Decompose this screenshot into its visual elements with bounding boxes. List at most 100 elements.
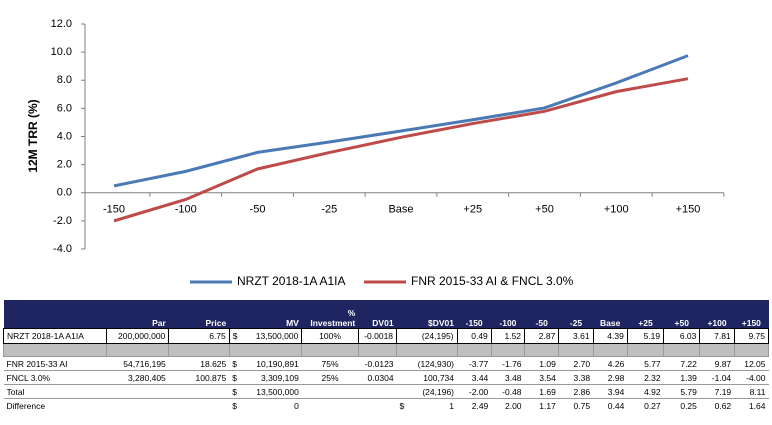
empty-cell — [358, 384, 397, 399]
table-cell: 18.625 — [168, 356, 230, 371]
row-label: NRZT 2018-1A A1IA — [3, 328, 107, 344]
empty-cell — [168, 343, 230, 357]
row-label: FNCL 3.0% — [3, 370, 107, 385]
table-row: Difference $0 $1 2.49 2.00 1.17 0.75 0.44 0.27 0.… — [3, 398, 769, 412]
table-cell: 0.62 — [699, 398, 735, 412]
table-cell: 0.25 — [663, 398, 700, 412]
table-cell: -0.0018 — [357, 328, 398, 344]
legend-label: FNR 2015-33 AI & FNCL 3.0% — [411, 274, 574, 288]
table-cell: 9.87 — [699, 356, 735, 371]
table-cell: $0 — [229, 398, 302, 412]
header-cell: MV — [229, 300, 302, 329]
table-cell: 1.52 — [490, 328, 526, 344]
y-tick-label: 8.0 — [57, 74, 72, 86]
table-cell: 100,734 — [396, 370, 458, 385]
cell-value: 13,500,000 — [256, 386, 299, 397]
header-cell: $DV01 — [396, 300, 458, 329]
header-cell: +150 — [734, 300, 769, 329]
table-row: FNR 2015-33 AI 54,716,195 18.625 $10,190,89… — [3, 356, 769, 371]
empty-cell — [106, 384, 169, 399]
header-cell: +100 — [699, 300, 735, 329]
empty-cell — [524, 343, 560, 357]
table-cell: 1.39 — [663, 370, 700, 385]
table-row: FNCL 3.0% 3,280,405 100.875 $3,309,109 25% 0.… — [3, 370, 769, 385]
x-tick-label: +25 — [463, 204, 482, 216]
table-cell: 6.03 — [663, 328, 701, 344]
table-cell: 3.54 — [524, 370, 559, 385]
table-cell: 100.875 — [168, 370, 230, 385]
row-label: FNR 2015-33 AI — [3, 356, 107, 371]
currency-symbol: $ — [232, 400, 237, 411]
chart: 12M TRR (%) -4.0 -2.0 0.0 2.0 4.0 6.0 8.0 10.0 1… — [26, 18, 725, 288]
cell-value: 1 — [449, 400, 455, 411]
header-cell: Price — [168, 300, 230, 329]
y-tick-label: -4.0 — [53, 243, 72, 255]
empty-cell — [626, 343, 665, 357]
table-row: Total $13,500,000 (24,196) -2.00 -0.48 1.69 2.… — [3, 384, 769, 399]
series-line — [113, 54, 689, 188]
empty-cell — [396, 343, 458, 357]
table-cell: 0.27 — [627, 398, 664, 412]
empty-cell — [490, 343, 526, 357]
header-cell: -150 — [457, 300, 492, 329]
table-cell: 1.69 — [524, 384, 559, 399]
table-cell: 3.61 — [558, 328, 594, 344]
separator-row — [3, 343, 770, 357]
table-cell: -0.0123 — [358, 356, 397, 371]
table-cell: 12.05 — [734, 356, 769, 371]
y-tick-label: 2.0 — [57, 159, 72, 171]
table-cell: 25% — [301, 370, 359, 385]
table-cell: 4.39 — [592, 328, 628, 344]
table-cell: -1.76 — [491, 356, 525, 371]
table-cell: 1.64 — [734, 398, 769, 412]
header-cell: Base — [593, 300, 628, 329]
empty-cell — [592, 343, 628, 357]
table-cell: (124,930) — [396, 356, 458, 371]
x-tick-label: -150 — [103, 204, 125, 216]
y-tick-label: 6.0 — [57, 102, 72, 114]
y-tick-label: 12.0 — [51, 18, 72, 30]
table-cell: 7.81 — [699, 328, 735, 344]
table-cell: 3.38 — [558, 370, 594, 385]
empty-cell — [663, 343, 701, 357]
table-cell: 3,280,405 — [106, 370, 169, 385]
header-cell: % Investment — [301, 300, 359, 329]
table-cell: 54,716,195 — [106, 356, 169, 371]
y-tick-label: 4.0 — [57, 130, 72, 142]
table-cell: $3,309,109 — [229, 370, 302, 385]
empty-cell — [301, 384, 359, 399]
table-cell: 3.44 — [457, 370, 492, 385]
header-cell: +50 — [663, 300, 700, 329]
table-cell: 0.75 — [558, 398, 594, 412]
header-cell: DV01 — [358, 300, 397, 329]
header-cell: -100 — [491, 300, 525, 329]
empty-cell — [733, 343, 770, 357]
table-cell: 2.00 — [491, 398, 525, 412]
empty-cell — [558, 343, 594, 357]
legend-label: NRZT 2018-1A A1IA — [237, 274, 346, 288]
table-cell: -4.00 — [734, 370, 769, 385]
table-cell: 200,000,000 — [105, 328, 170, 344]
header-cell: +25 — [627, 300, 664, 329]
table-cell: 8.11 — [734, 384, 769, 399]
table-cell: 5.19 — [626, 328, 665, 344]
series-line — [113, 77, 689, 223]
x-tick-label: -25 — [321, 204, 337, 216]
empty-cell — [168, 384, 230, 399]
y-axis-label: 12M TRR (%) — [26, 99, 40, 172]
table-cell: 4.92 — [627, 384, 664, 399]
empty-cell — [456, 343, 492, 357]
table-cell: 7.22 — [663, 356, 700, 371]
table-cell: 9.75 — [733, 328, 770, 344]
table-cell: 4.26 — [593, 356, 628, 371]
cell-value: 0 — [294, 400, 299, 411]
cell-value: 10,190,891 — [256, 358, 299, 369]
table-cell: 0.0304 — [358, 370, 397, 385]
table-cell: 0.44 — [593, 398, 628, 412]
data-table: Par Price MV% Investment DV01 $DV01 -150 -100-… — [3, 300, 770, 412]
empty-cell — [357, 343, 398, 357]
table-cell: $10,190,891 — [229, 356, 302, 371]
table-cell: -2.00 — [457, 384, 492, 399]
x-tick-label: +50 — [535, 204, 554, 216]
